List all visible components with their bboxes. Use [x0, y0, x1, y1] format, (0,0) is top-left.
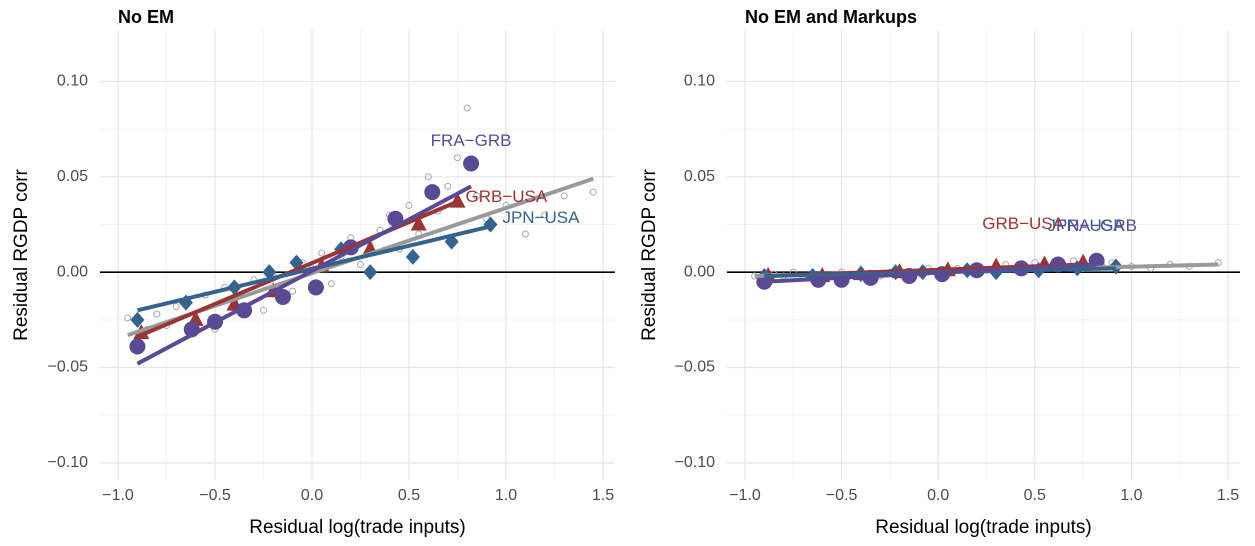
point	[363, 264, 378, 281]
x-tick-label: 1.5	[1217, 487, 1239, 504]
y-tick-label: −0.10	[675, 454, 716, 471]
point	[307, 279, 324, 296]
point	[424, 173, 432, 181]
point	[444, 182, 452, 190]
series-label: FRA−GRB	[1056, 216, 1137, 235]
point	[327, 280, 335, 288]
x-tick-label: 0.0	[301, 487, 323, 504]
point	[357, 261, 365, 269]
y-tick-label: −0.05	[675, 359, 716, 376]
panel: −1.0 −0.5 0.0 0.5 1.0 1.5 −0.10 −0.05 0.00 0.05 0.…	[639, 7, 1240, 538]
point	[153, 310, 161, 318]
panel: −1.0 −0.5 0.0 0.5 1.0 1.5 −0.10 −0.05 0.00 0.05 0.…	[11, 7, 615, 538]
fit-line	[764, 262, 1097, 284]
point	[463, 104, 471, 112]
x-tick-label: 1.0	[495, 487, 517, 504]
point	[410, 215, 427, 231]
x-tick-label: −1.0	[729, 487, 761, 504]
y-tick-label: 0.05	[57, 168, 88, 185]
x-tick-label: 1.0	[1120, 487, 1142, 504]
series-label: GRB−USA	[465, 187, 547, 206]
y-axis-title: Residual RGDP corr	[11, 168, 32, 340]
point	[521, 230, 529, 238]
point	[589, 188, 597, 196]
fit-line	[140, 199, 459, 337]
point	[124, 314, 132, 322]
y-tick-label: 0.00	[684, 263, 715, 280]
y-tick-label: 0.00	[57, 263, 88, 280]
y-tick-label: 0.10	[684, 73, 715, 90]
y-tick-label: −0.05	[48, 359, 89, 376]
x-tick-label: 1.5	[592, 487, 614, 504]
point	[130, 311, 145, 328]
y-tick-label: 0.10	[57, 73, 88, 90]
y-axis-title: Residual RGDP corr	[639, 168, 660, 340]
point	[541, 211, 549, 219]
point	[483, 216, 498, 233]
x-axis-title: Residual log(trade inputs)	[249, 517, 466, 538]
point	[318, 249, 326, 257]
x-tick-label: −0.5	[826, 487, 858, 504]
x-tick-label: −0.5	[199, 487, 231, 504]
series-label: JPN−USA	[1047, 216, 1125, 235]
x-tick-label: −1.0	[102, 487, 134, 504]
point	[405, 201, 413, 209]
point	[129, 338, 146, 355]
y-tick-label: −0.10	[48, 454, 89, 471]
y-tick-label: 0.05	[684, 168, 715, 185]
x-tick-label: 0.5	[398, 487, 420, 504]
point	[172, 302, 180, 310]
point	[473, 192, 481, 200]
series-label: JPN−USA	[502, 208, 580, 227]
point	[463, 155, 480, 172]
point	[453, 154, 461, 162]
fit-line	[136, 184, 473, 366]
x-tick-label: 0.0	[927, 487, 949, 504]
series-label: FRA−GRB	[431, 131, 512, 150]
x-axis-title: Residual log(trade inputs)	[875, 517, 1092, 538]
series-label: GRB−USA	[982, 214, 1064, 233]
x-tick-label: 0.5	[1024, 487, 1046, 504]
point	[260, 306, 268, 314]
point	[289, 287, 297, 295]
point	[424, 184, 441, 201]
point	[405, 248, 420, 265]
point	[560, 192, 568, 200]
chart-title: No EM	[118, 7, 174, 27]
point	[274, 288, 291, 305]
chart-title: No EM and Markups	[745, 7, 917, 27]
